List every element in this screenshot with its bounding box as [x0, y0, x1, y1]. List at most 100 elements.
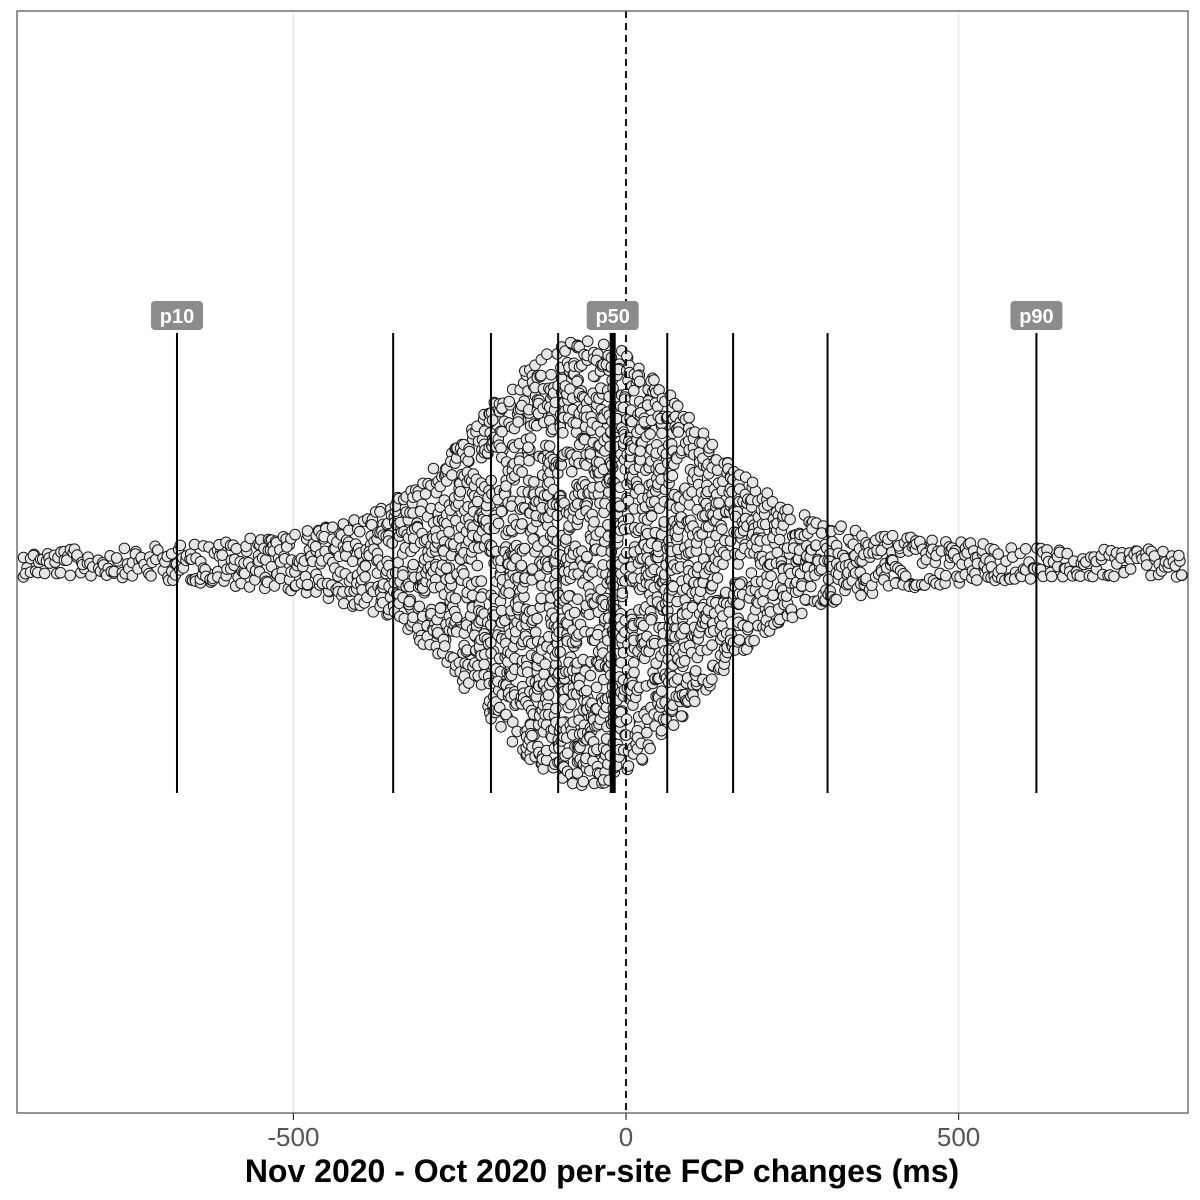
data-point	[427, 462, 440, 475]
data-point	[475, 575, 488, 587]
data-point	[835, 520, 847, 533]
data-point	[616, 587, 629, 600]
data-point	[500, 480, 512, 492]
data-point	[449, 592, 462, 605]
data-point	[559, 345, 571, 357]
data-point	[597, 338, 610, 351]
data-point	[767, 589, 779, 602]
data-point	[591, 628, 604, 641]
data-point	[463, 677, 475, 689]
data-point	[507, 716, 519, 728]
data-point	[301, 578, 314, 591]
data-point	[679, 622, 691, 635]
data-point	[766, 496, 779, 508]
percentile-label-bg	[1010, 301, 1063, 330]
data-point	[672, 426, 685, 438]
data-point	[782, 503, 794, 516]
data-point	[571, 767, 584, 779]
data-point	[830, 593, 843, 606]
data-point	[571, 593, 584, 606]
data-point	[1024, 573, 1037, 585]
data-point	[644, 428, 656, 440]
data-point	[627, 657, 640, 669]
data-point	[666, 469, 679, 482]
data-point	[655, 685, 668, 698]
data-point	[353, 525, 366, 538]
x-axis-ticks: -500 0 500	[267, 1113, 980, 1152]
data-point	[732, 558, 744, 570]
data-point	[403, 595, 416, 608]
data-point	[581, 550, 593, 563]
data-point	[688, 695, 701, 708]
data-point	[515, 559, 528, 572]
data-point	[584, 669, 597, 682]
data-point	[545, 368, 557, 381]
data-point	[471, 559, 484, 572]
x-axis-title: Nov 2020 - Oct 2020 per-site FCP changes…	[245, 1153, 959, 1189]
data-point	[118, 542, 131, 555]
data-point	[645, 510, 658, 522]
data-point	[374, 506, 386, 518]
data-point	[478, 658, 491, 671]
data-point	[697, 427, 710, 440]
data-point	[443, 526, 455, 538]
data-point	[492, 517, 505, 530]
data-point	[746, 476, 759, 489]
data-point	[784, 513, 796, 526]
data-point	[577, 775, 590, 788]
data-point	[110, 552, 123, 564]
percentile-labels: p10 p50 p90	[150, 301, 1063, 330]
data-point	[1173, 549, 1185, 562]
data-point	[145, 570, 157, 582]
data-point	[495, 721, 507, 733]
data-point	[584, 448, 597, 460]
data-point	[689, 665, 702, 677]
data-point	[541, 348, 553, 361]
data-point	[581, 335, 594, 348]
data-point	[516, 466, 528, 478]
x-tick-label: 0	[619, 1122, 633, 1152]
data-point	[748, 634, 760, 647]
data-point	[971, 574, 983, 586]
data-point	[500, 708, 512, 721]
data-point	[216, 549, 228, 562]
data-point	[855, 589, 867, 602]
data-point	[475, 591, 488, 604]
data-point	[628, 384, 640, 397]
data-point	[268, 580, 281, 592]
data-point	[1045, 570, 1058, 583]
data-point	[568, 606, 581, 619]
percentile-label-p50: p50	[586, 301, 639, 330]
data-point	[463, 445, 476, 458]
x-tick-label: 500	[937, 1122, 980, 1152]
data-point	[359, 571, 371, 583]
data-point	[550, 702, 562, 715]
percentile-label-text: p10	[160, 306, 194, 328]
data-point	[543, 440, 556, 452]
data-point	[655, 724, 668, 737]
data-point	[526, 563, 539, 575]
data-point	[64, 569, 77, 582]
data-point	[761, 487, 774, 499]
percentile-label-text: p90	[1019, 306, 1053, 328]
percentile-label-bg	[150, 301, 203, 330]
data-point	[711, 572, 724, 584]
data-point	[713, 497, 725, 509]
data-point	[622, 760, 635, 772]
percentile-label-p10: p10	[150, 301, 203, 330]
data-point	[535, 369, 547, 382]
percentile-lines	[175, 333, 1038, 793]
data-point	[641, 726, 653, 739]
data-point	[773, 533, 786, 546]
data-point	[1141, 559, 1153, 571]
data-point	[805, 580, 817, 593]
percentile-label-bg	[586, 301, 639, 330]
data-point	[1175, 569, 1188, 581]
data-point	[506, 735, 519, 748]
data-point	[565, 698, 577, 711]
data-point	[566, 465, 578, 478]
data-point	[54, 566, 67, 579]
data-point	[539, 658, 552, 671]
data-point	[450, 611, 463, 624]
data-point	[454, 485, 467, 498]
